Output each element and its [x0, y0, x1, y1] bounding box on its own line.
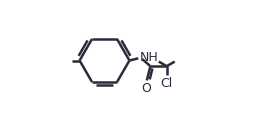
Text: NH: NH	[140, 51, 159, 64]
Text: O: O	[141, 82, 151, 95]
Text: Cl: Cl	[161, 77, 173, 90]
